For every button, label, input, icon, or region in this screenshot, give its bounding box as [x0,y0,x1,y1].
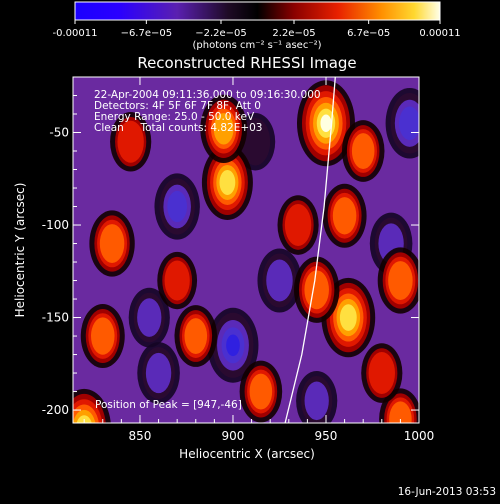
colorbar-ticks: -0.00011 −6.7e−05 −2.2e−05 2.2e−05 6.7e−05 0.… [53,20,461,39]
annotation-detectors: Detectors: 4F 5F 6F 7F 8F, Att 0 [94,100,261,112]
bright-emission-source [322,183,367,248]
source-contour [167,190,188,223]
bright-emission-source [293,256,340,323]
info-annotations: 22-Apr-2004 09:11:36.000 to 09:16:30.000… [94,89,321,134]
plot-frame [72,76,420,424]
source-contour [339,304,357,331]
source-contour [249,373,273,410]
negative-emission-source [128,287,170,348]
bright-emission-source [201,144,253,220]
heatmap-image [73,80,419,423]
colorbar-units-label: (photons cm⁻² s⁻¹ asec⁻²) [192,40,321,51]
source-contour [117,120,144,163]
bright-emission-source [110,111,152,172]
negative-emission-source [207,307,259,383]
source-contour [266,259,293,302]
chart-title: Reconstructed RHESSI Image [137,54,356,72]
bright-emission-source [377,247,419,314]
source-contour [284,204,312,247]
source-contour [213,113,234,145]
bright-emission-source [361,343,403,403]
y-tick-label: -150 [42,311,69,325]
bright-emission-source [277,195,319,255]
x-tick-label: 850 [129,429,152,443]
y-tick-label: -200 [42,403,69,417]
source-contour [332,197,357,235]
bright-emission-source [73,388,111,423]
negative-emission-source [137,342,180,404]
source-contour [137,298,162,337]
x-axis: 850 900 950 1000 [83,77,435,443]
colorbar-tick-label: -0.00011 [53,28,98,39]
source-contour [304,381,329,421]
source-contour [351,133,375,169]
negative-emission-source [257,248,302,313]
solar-limb-curve [284,77,336,423]
bright-emission-source [157,251,198,310]
bright-emission-source [80,304,125,369]
bright-emission-source [341,120,385,182]
x-tick-label: 1000 [404,429,435,443]
colorbar-tick-label: 2.2e−05 [272,28,315,39]
source-contour [164,260,190,301]
source-contour [388,261,413,300]
peak-position-label: Position of Peak = [947,-46] [95,399,242,411]
colorbar-tick-label: −2.2e−05 [195,28,247,39]
x-tick-label: 950 [315,429,338,443]
bright-emission-source [200,94,248,164]
y-tick-label: -50 [49,126,69,140]
colorbar-tick-label: −6.7e−05 [121,28,173,39]
source-contour [184,318,208,354]
source-contour [99,224,125,263]
bright-emission-source [89,210,135,277]
colorbar [74,1,441,21]
source-contour [320,114,332,133]
source-contour [368,352,395,395]
source-contour [399,106,419,141]
x-tick-label: 900 [222,429,245,443]
x-axis-label: Heliocentric X (arcsec) [179,447,315,461]
annotation-counts: Clean Total counts: 4.82E+03 [94,122,263,134]
negative-emission-source [385,87,419,159]
negative-emission-source [296,371,338,423]
annotation-time: 22-Apr-2004 09:11:36.000 to 09:16:30.000 [94,89,321,101]
source-contour [219,169,236,195]
source-contour [145,352,172,394]
source-contour [226,334,240,357]
bright-emission-source [174,305,218,367]
y-tick-label: -100 [42,218,69,232]
negative-emission-source [154,173,200,240]
y-axis: -50 -100 -150 -200 [42,95,419,417]
bright-emission-source [239,360,283,423]
bright-emission-source [296,80,355,167]
source-contour [389,401,412,423]
source-contour [90,317,115,355]
colorbar-tick-label: 6.7e−05 [347,28,390,39]
source-contour [240,118,271,166]
source-contour [304,270,329,310]
footer-timestamp: 16-Jun-2013 03:53 [398,486,496,498]
y-axis-label: Heliocentric Y (arcsec) [13,183,27,318]
annotation-energy: Energy Range: 25.0 - 50.0 keV [94,111,255,123]
colorbar-tick-label: 0.00011 [419,28,460,39]
